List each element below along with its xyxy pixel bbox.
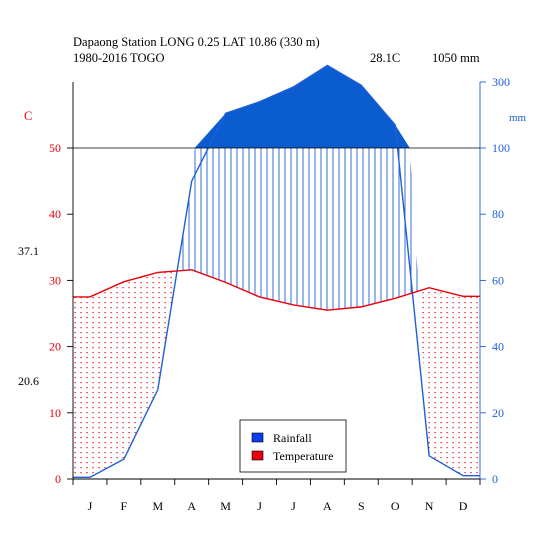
legend-box [239,419,347,473]
month-label: D [459,499,468,513]
mean-temperature: 28.1C [370,51,400,65]
month-label: S [358,499,365,513]
fill-areas [73,65,480,478]
legend: Rainfall Temperature [239,419,347,473]
left-tick-label: 30 [49,273,61,287]
min-temperature-label: 20.6 [18,374,39,388]
temperature-unit-label: C [24,109,32,123]
humid-period-area [73,148,480,311]
left-tick-label: 10 [49,406,61,420]
month-label: M [220,499,231,513]
left-axis-ticks: 0 10 20 30 40 50 [49,141,73,486]
month-label: F [121,499,128,513]
right-tick-label: 300 [492,75,510,89]
left-tick-label: 40 [49,207,61,221]
rainfall-line [73,64,480,479]
legend-temperature-swatch [251,450,264,461]
right-tick-label: 0 [492,472,498,486]
legend-temperature-label: Temperature [273,449,333,463]
month-label: M [152,499,163,513]
right-tick-label: 80 [492,207,504,221]
left-tick-label: 50 [49,141,61,155]
perhumid-area [194,65,410,148]
right-tick-label: 100 [492,141,510,155]
month-label: A [187,499,196,513]
month-label: J [88,499,93,513]
left-tick-label: 20 [49,340,61,354]
temperature-line [73,269,480,311]
month-label: O [391,499,400,513]
max-temperature-label: 37.1 [18,244,39,258]
right-tick-label: 60 [492,273,504,287]
rainfall-unit-label: mm [509,112,527,124]
station-title: Dapaong Station LONG 0.25 LAT 10.86 (330… [73,35,320,49]
month-label: N [425,499,434,513]
legend-rainfall-swatch [251,432,264,443]
left-tick-label: 0 [55,472,61,486]
data-lines [73,64,480,479]
legend-rainfall-label: Rainfall [273,431,312,445]
right-tick-label: 20 [492,406,504,420]
month-label: J [291,499,296,513]
month-label: J [257,499,262,513]
right-tick-label: 40 [492,340,504,354]
annual-rainfall: 1050 mm [432,51,480,65]
month-label: A [323,499,332,513]
period-title: 1980-2016 TOGO [73,51,165,65]
right-axis-ticks: 0 20 40 60 80 100 300 [480,75,510,486]
